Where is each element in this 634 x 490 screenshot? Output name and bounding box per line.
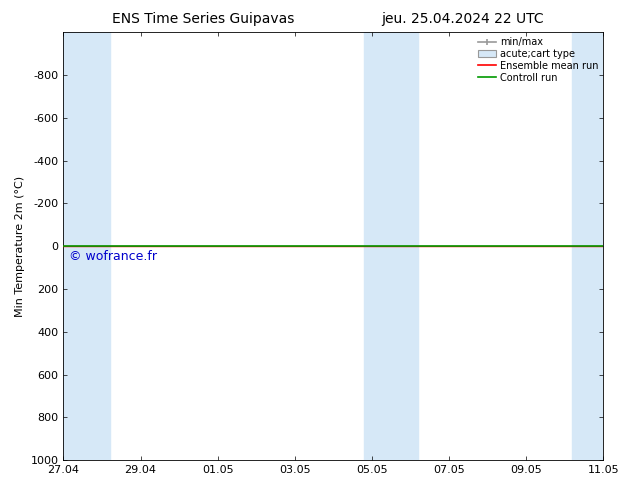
Text: jeu. 25.04.2024 22 UTC: jeu. 25.04.2024 22 UTC [382, 12, 544, 26]
Bar [364, 32, 418, 460]
Bar [63, 32, 110, 460]
Text: ENS Time Series Guipavas: ENS Time Series Guipavas [112, 12, 294, 26]
Text: © wofrance.fr: © wofrance.fr [69, 250, 157, 264]
Legend: min/max, acute;cart type, Ensemble mean run, Controll run: min/max, acute;cart type, Ensemble mean … [477, 35, 600, 85]
Y-axis label: Min Temperature 2m (°C): Min Temperature 2m (°C) [15, 175, 25, 317]
Bar [573, 32, 603, 460]
